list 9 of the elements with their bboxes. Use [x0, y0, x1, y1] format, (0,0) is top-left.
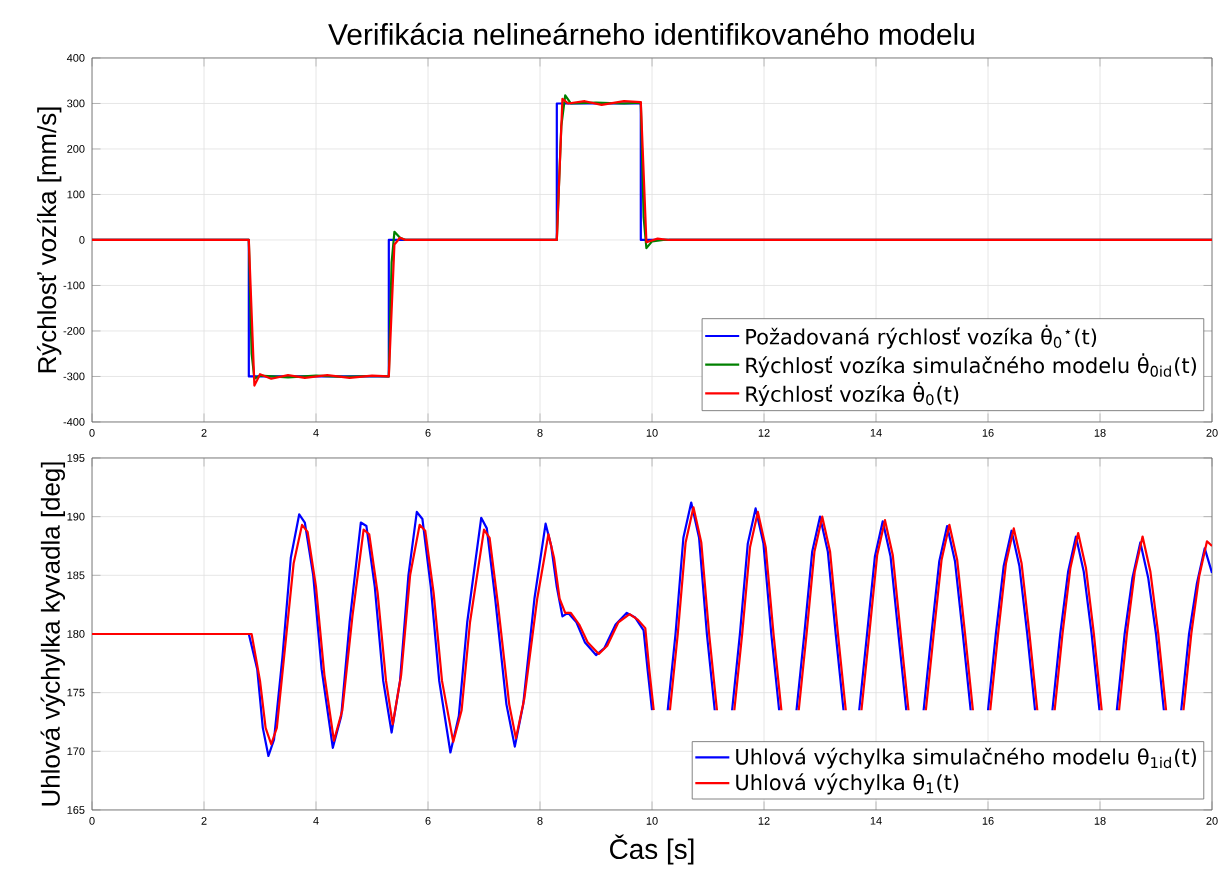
legend-label: Rýchlosť vozíka θ̇$_{0}$(t): [746, 381, 959, 407]
chart-title: Verifikácia nelineárneho identifikovaného modelu: [328, 22, 974, 45]
legend-label: Rýchlosť vozíka simulačného modelu θ̇$_{0id}$(t): [746, 353, 1196, 378]
y-axis-title: Uhlová výchylka kyvadla [deg]: [40, 462, 66, 806]
legend-label: Uhlová výchylka simulačného modelu θ$_{1id}$(t): [736, 747, 1196, 769]
legend-label: Požadovaná rýchlosť vozíka θ̇$_{0}$$^{⋆}$(t): [746, 324, 1097, 349]
x-axis-title: Čas [s]: [610, 834, 694, 865]
legend-label: Uhlová výchylka θ$_{1}$(t): [736, 773, 959, 795]
y-axis-title: Rýchlosť vozíka [mm/s]: [36, 107, 62, 373]
